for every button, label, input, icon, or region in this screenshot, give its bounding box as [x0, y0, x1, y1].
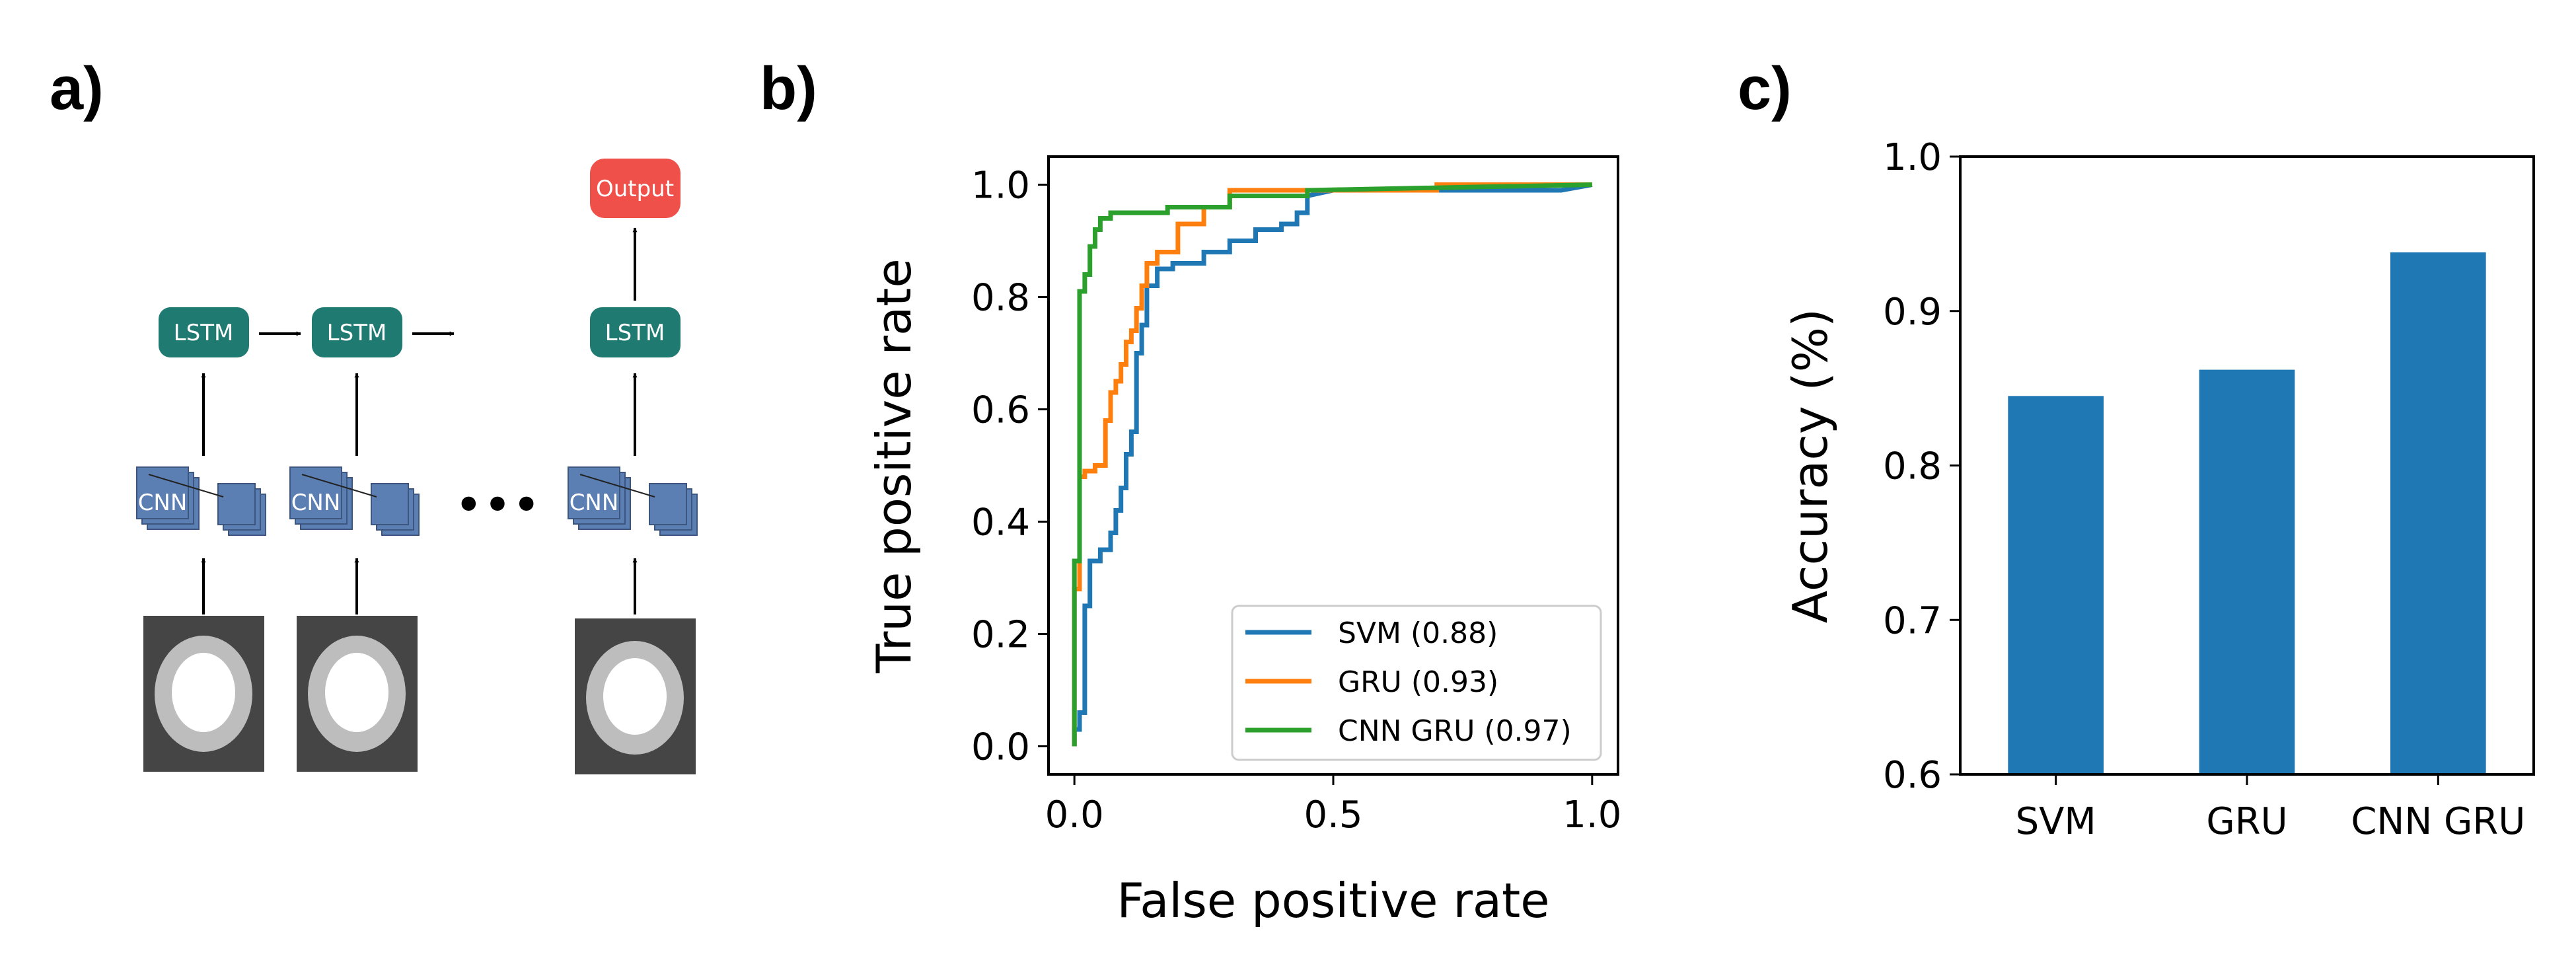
- bar-y-axis-title: Accuracy (%): [1783, 309, 1838, 623]
- output-label: Output: [596, 176, 674, 202]
- cnn-block-1: CNN: [136, 466, 266, 536]
- roc-curve-1: [1072, 182, 1592, 747]
- panel-label-b: b): [760, 55, 817, 122]
- bar-y-tick-label: 1.0: [1883, 136, 1942, 179]
- roc-legend-label-1: GRU (0.93): [1338, 665, 1498, 699]
- accuracy-bars: [2008, 252, 2486, 774]
- roc-x-tick-label: 0.0: [1045, 794, 1104, 836]
- roc-curve-0: [1072, 182, 1593, 747]
- input-image-3: [575, 618, 696, 774]
- bar-y-tick-label: 0.6: [1883, 754, 1942, 797]
- cnn-lstm-diagram: Output LSTM LSTM LSTM CNN: [136, 159, 698, 774]
- bar-y-tick-label: 0.8: [1883, 445, 1942, 488]
- cnn-block-3: CNN: [568, 466, 698, 536]
- panel-label-c: c): [1738, 55, 1792, 122]
- lstm-box-2: [312, 307, 402, 357]
- roc-y-axis: 0.0 0.2 0.4 0.6 0.8 1.0: [971, 165, 1049, 769]
- panel-label-a: a): [50, 55, 104, 122]
- roc-legend-frame: [1231, 605, 1602, 761]
- bar-category-label: CNN GRU: [2351, 800, 2525, 843]
- cnn-label-3: CNN: [570, 490, 619, 516]
- roc-y-tick-label: 0.2: [971, 614, 1030, 657]
- bar-y-tick-label: 0.9: [1883, 291, 1942, 334]
- roc-y-tick-label: 1.0: [971, 165, 1030, 207]
- roc-y-tick-label: 0.4: [971, 502, 1030, 544]
- bar-1: [2199, 369, 2295, 774]
- roc-y-tick-label: 0.8: [971, 277, 1030, 320]
- bar-0: [2008, 396, 2104, 774]
- roc-y-tick-label: 0.6: [971, 389, 1030, 432]
- roc-legend: SVM (0.88) GRU (0.93) CNN GRU (0.97): [1231, 605, 1602, 761]
- cnn-label-2: CNN: [291, 490, 341, 516]
- lstm-box-3: [590, 307, 681, 357]
- input-image-1: [143, 616, 264, 772]
- input-image-2: [297, 616, 418, 772]
- lstm-label-3: LSTM: [605, 320, 665, 346]
- bar-x-axis: SVM GRU CNN GRU: [2016, 774, 2525, 843]
- roc-x-tick-label: 1.0: [1563, 794, 1621, 836]
- roc-y-tick-label: 0.0: [971, 726, 1030, 769]
- output-box: [590, 159, 681, 218]
- roc-curves: [1072, 182, 1593, 747]
- bar-2: [2390, 252, 2486, 774]
- roc-curve-2: [1072, 182, 1592, 747]
- roc-chart: 0.0 0.5 1.0 0.0 0.2 0.4 0.6 0.8 1.0 False posit…: [866, 155, 1621, 928]
- bar-category-label: GRU: [2206, 800, 2287, 843]
- cnn-block-2: CNN: [289, 466, 420, 536]
- cnn-label-1: CNN: [138, 490, 188, 516]
- roc-x-axis: 0.0 0.5 1.0: [1045, 774, 1621, 836]
- bar-y-axis: 0.6 0.7 0.8 0.9 1.0: [1883, 136, 1960, 797]
- roc-x-tick-label: 0.5: [1304, 794, 1362, 836]
- bar-y-tick-label: 0.7: [1883, 599, 1942, 642]
- roc-legend-label-0: SVM (0.88): [1338, 616, 1498, 650]
- lstm-label-2: LSTM: [327, 320, 387, 346]
- bar-category-label: SVM: [2016, 800, 2096, 843]
- lstm-label-1: LSTM: [174, 320, 234, 346]
- lstm-box-1: [159, 307, 249, 357]
- roc-x-axis-title: False positive rate: [1117, 873, 1549, 928]
- roc-y-axis-title: True positive rate: [866, 258, 922, 673]
- roc-legend-label-2: CNN GRU (0.97): [1338, 714, 1572, 748]
- ellipsis: •••: [455, 477, 541, 534]
- accuracy-bar-chart: SVM GRU CNN GRU 0.6 0.7 0.8 0.9 1.0 Accuracy (…: [1783, 136, 2535, 843]
